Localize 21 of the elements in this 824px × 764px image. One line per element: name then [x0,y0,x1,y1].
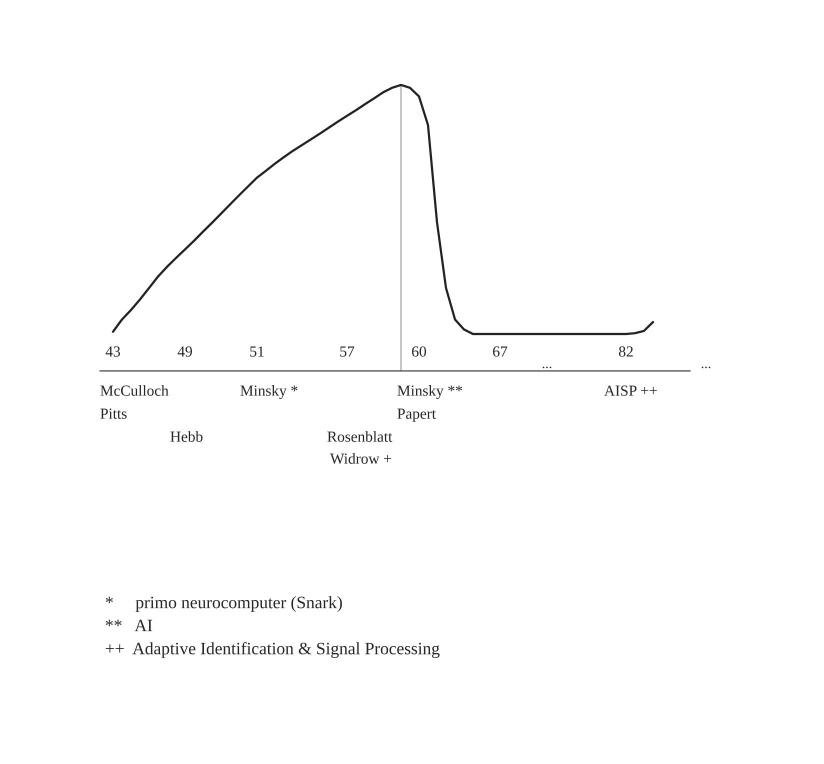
text: Pitts [100,408,127,419]
text: Minsky ** [397,385,462,399]
text: McCulloch [100,385,169,396]
text: Papert [397,408,436,422]
text: ++ Adaptive Identification & Signal Processing [106,642,440,658]
text: Widrow + [330,453,392,464]
annotation: ... [542,366,552,368]
x-tick-label: 51 [250,346,264,357]
x-tick-label: 60 [412,346,426,357]
text: ... [702,366,710,368]
x-tick-label: 57 [340,346,354,357]
text: AISP ++ [604,386,657,396]
x-tick-label: 43 [106,346,120,357]
text: Rosenblatt [327,431,392,442]
text: ** AI [106,620,152,632]
x-tick-label: 67 [493,346,508,357]
x-tick-label: 49 [178,346,192,357]
text: * primo neurocomputer (Snark) [106,596,342,612]
text: Hebb [170,431,203,442]
text: Minsky * [240,385,298,399]
x-tick-label: 82 [618,346,633,357]
